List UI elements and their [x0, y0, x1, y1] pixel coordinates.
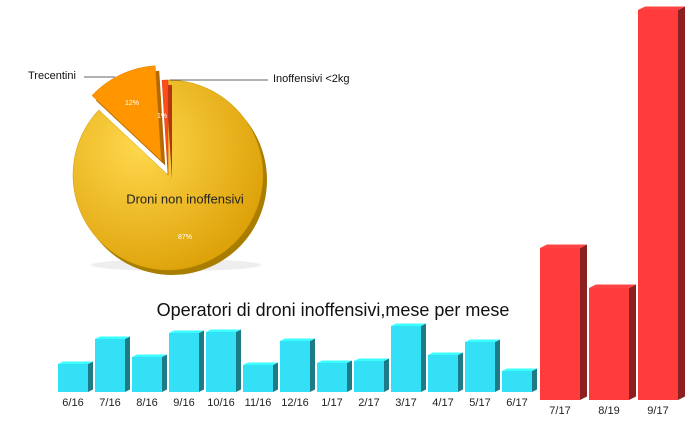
bar-side	[421, 323, 426, 392]
bar-top	[638, 6, 685, 10]
bar	[354, 361, 384, 392]
x-tick-label: 8/19	[598, 405, 619, 417]
bar-top	[540, 244, 587, 248]
bar	[540, 248, 580, 400]
x-tick-label: 9/16	[173, 397, 194, 409]
bar-side	[273, 362, 278, 392]
bar	[428, 355, 458, 392]
pie-slice	[91, 65, 162, 162]
bar-top	[169, 330, 204, 333]
bar-side	[532, 368, 537, 392]
x-tick-label: 6/16	[62, 397, 83, 409]
bar	[391, 326, 421, 392]
slice-name: Inoffensivi <2kg	[273, 73, 350, 85]
pie-slice	[161, 79, 169, 176]
bar	[589, 288, 629, 400]
value-label: 12%	[125, 100, 139, 107]
bar-side	[495, 339, 500, 392]
x-tick-label: 10/16	[207, 397, 235, 409]
bar	[243, 365, 273, 392]
bar-side	[310, 338, 315, 392]
bar-side	[458, 352, 463, 392]
bar-top	[317, 360, 352, 363]
bar-top	[428, 352, 463, 355]
bar-side	[629, 284, 636, 400]
bar-top	[132, 354, 167, 357]
bar-side	[347, 360, 352, 392]
x-tick-label: 12/16	[281, 397, 309, 409]
bar-side	[580, 244, 587, 400]
bar-top	[280, 338, 315, 341]
bar-side	[125, 336, 130, 392]
bar	[502, 371, 532, 392]
chart-title: Operatori di droni inoffensivi,mese per …	[157, 300, 510, 320]
bar-top	[502, 368, 537, 371]
x-tick-label: 11/16	[245, 397, 272, 409]
bar-top	[589, 284, 636, 288]
bar-top	[243, 362, 278, 365]
bar	[58, 364, 88, 392]
bar-side	[236, 329, 241, 392]
bar	[465, 342, 495, 392]
x-tick-label: 2/17	[358, 397, 379, 409]
bar-side	[678, 6, 685, 400]
bar-side	[162, 354, 167, 392]
slice-name: Droni non inoffensivi	[126, 191, 244, 206]
x-tick-label: 5/17	[469, 397, 490, 409]
bar	[317, 363, 347, 392]
x-tick-label: 8/16	[136, 397, 157, 409]
bar-side	[199, 330, 204, 392]
value-label: 87%	[178, 234, 192, 241]
bar-top	[354, 358, 389, 361]
x-tick-label: 3/17	[395, 397, 416, 409]
bar	[638, 10, 678, 400]
bar-top	[391, 323, 426, 326]
bar	[132, 357, 162, 392]
bar-side	[384, 358, 389, 392]
bar-top	[58, 361, 93, 364]
value-label: 1%	[157, 113, 167, 120]
x-tick-label: 1/17	[321, 397, 342, 409]
x-tick-label: 9/17	[647, 405, 668, 417]
x-tick-label: 6/17	[506, 397, 527, 409]
bar	[206, 332, 236, 392]
bar-top	[465, 339, 500, 342]
bar-top	[95, 336, 130, 339]
slice-name: Trecentini	[28, 70, 76, 82]
x-tick-label: 4/17	[432, 397, 453, 409]
bar	[169, 333, 199, 392]
bar-top	[206, 329, 241, 332]
x-tick-label: 7/16	[99, 397, 120, 409]
x-tick-label: 7/17	[549, 405, 570, 417]
bar-side	[88, 361, 93, 392]
bar	[95, 339, 125, 392]
bar	[280, 341, 310, 392]
